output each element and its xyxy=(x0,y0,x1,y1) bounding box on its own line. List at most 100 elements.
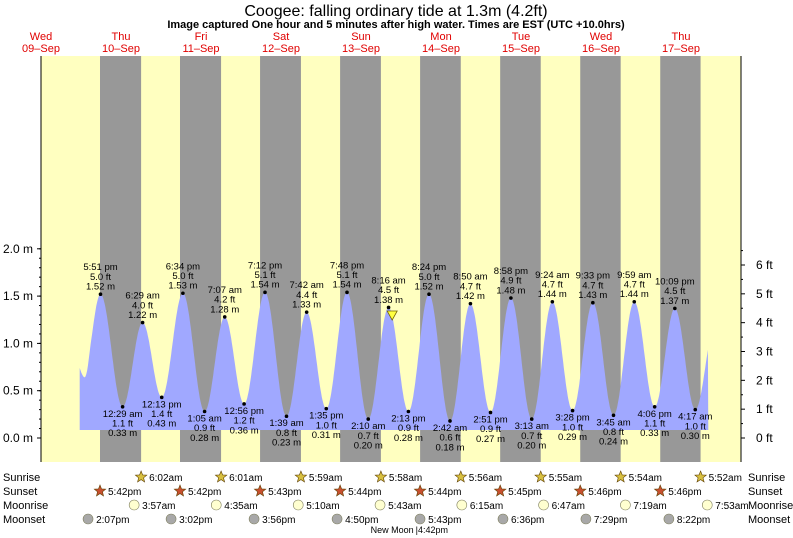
low-tide-label: 0.33 m xyxy=(640,428,669,439)
low-tide-label: 0.7 ft xyxy=(521,431,542,442)
sunset-icon xyxy=(333,484,347,497)
extreme-point xyxy=(159,395,164,400)
high-tide-label: 1.53 m xyxy=(168,281,197,292)
moonset-row-label-right: Moonset xyxy=(748,514,790,526)
axes: 0.0 m 0.5 m 1.0 m 1.5 m 2.0 m 0 ft 1 ft 2 ft 3 f… xyxy=(3,56,773,462)
moonrise-time: 7:19am xyxy=(633,501,666,512)
y-tick-label-ft: 2 ft xyxy=(756,373,773,387)
extreme-point xyxy=(181,291,185,296)
moonrise-row-label-left: Moonrise xyxy=(3,500,48,512)
day-label-date: 14–Sep xyxy=(422,43,460,55)
extreme-point xyxy=(591,300,595,305)
day-label-dow: Fri xyxy=(195,31,208,43)
sunrise-icon xyxy=(214,470,228,483)
moonrise-icon xyxy=(620,499,631,511)
high-tide-label: 1.28 m xyxy=(210,304,239,315)
extreme-point xyxy=(202,409,207,414)
sunrise-time: 5:56am xyxy=(469,473,502,484)
sunset-icon xyxy=(253,484,267,497)
high-tide-label: 4.4 ft xyxy=(296,290,317,301)
sunrise-time: 6:02am xyxy=(149,473,182,484)
high-tide-label: 1.44 m xyxy=(538,289,567,300)
low-tide-label: 0.9 ft xyxy=(194,423,215,434)
high-tide-label: 1.43 m xyxy=(578,290,607,301)
extreme-point xyxy=(140,320,145,325)
y-tick-label-ft: 0 ft xyxy=(756,431,773,445)
extreme-point xyxy=(468,301,473,306)
y-tick-label-m: 2.0 m xyxy=(3,242,33,256)
moonrise-time: 3:57am xyxy=(142,501,175,512)
extreme-point xyxy=(324,406,329,411)
day-label-date: 10–Sep xyxy=(102,43,140,55)
day-label-dow: Wed xyxy=(30,31,52,43)
low-tide-label: 2:42 am xyxy=(433,423,467,434)
low-tide-label: 0.7 ft xyxy=(358,431,379,442)
almanac: Sunrise Sunrise 6:02am 6:01am 5:59am 5:58am 5:… xyxy=(3,470,793,535)
high-tide-label: 4.7 ft xyxy=(460,281,481,292)
sunset-time: 5:46pm xyxy=(588,487,621,498)
low-tide-label: 0.27 m xyxy=(476,434,505,445)
low-tide-label: 0.28 m xyxy=(190,433,219,444)
high-tide-label: 1.44 m xyxy=(620,289,649,300)
low-tide-label: 3:28 pm xyxy=(555,413,589,424)
low-tide-label: 1:35 pm xyxy=(309,411,343,422)
low-tide-label: 1:05 am xyxy=(187,414,221,425)
high-tide-label: 6:29 am xyxy=(125,291,159,302)
moonrise-icon xyxy=(456,499,468,511)
sunrise-icon xyxy=(454,470,468,483)
high-tide-label: 1.52 m xyxy=(414,282,443,293)
moonrise-icon xyxy=(701,499,713,511)
high-tide-label: 4.0 ft xyxy=(132,300,153,311)
low-tide-label: 1.2 ft xyxy=(234,416,255,427)
moonset-icon xyxy=(663,513,675,525)
low-tide-label: 2:10 am xyxy=(351,421,385,432)
sunset-icon xyxy=(413,484,427,497)
tide-extremes: 5:51 pm5.0 ft1.52 m12:29 am1.1 ft0.33 m6… xyxy=(83,260,712,453)
low-tide-label: 3:45 am xyxy=(596,417,630,428)
low-tide-label: 0.20 m xyxy=(354,440,383,451)
sunset-time: 5:44pm xyxy=(428,487,461,498)
high-tide-label: 5.1 ft xyxy=(336,270,357,281)
extreme-point xyxy=(693,407,698,412)
low-tide-label: 1.4 ft xyxy=(151,409,172,420)
low-tide-label: 12:29 am xyxy=(103,409,143,420)
high-tide-label: 4.5 ft xyxy=(378,285,399,296)
moonrise-icon xyxy=(292,499,304,511)
moonset-icon xyxy=(165,513,177,525)
moonset-time: 2:07pm xyxy=(96,515,129,526)
sunset-time: 5:45pm xyxy=(508,487,541,498)
high-tide-label: 9:59 am xyxy=(617,270,651,281)
moonrise-icon xyxy=(128,499,140,511)
sunset-time: 5:43pm xyxy=(268,487,301,498)
low-tide-label: 1.1 ft xyxy=(644,418,665,429)
day-label-dow: Sat xyxy=(273,31,290,43)
high-tide-label: 1.54 m xyxy=(332,280,361,291)
sunrise-time: 5:55am xyxy=(549,473,582,484)
sunset-time: 5:42pm xyxy=(188,487,221,498)
low-tide-label: 0.33 m xyxy=(108,428,137,439)
moonset-time: 7:29pm xyxy=(594,515,627,526)
high-tide-label: 8:16 am xyxy=(371,275,405,286)
low-tide-label: 0.43 m xyxy=(147,419,176,430)
moonset-time: 4:50pm xyxy=(345,515,378,526)
extreme-point xyxy=(242,402,246,406)
moonrise-time: 5:43am xyxy=(388,501,421,512)
low-tide-label: 0.20 m xyxy=(517,440,546,451)
sunrise-row-label-right: Sunrise xyxy=(748,472,785,484)
extreme-point xyxy=(406,409,411,414)
moonrise-time: 7:53am xyxy=(715,501,748,512)
chart-title: Coogee: falling ordinary tide at 1.3m (4… xyxy=(244,3,547,20)
extreme-point xyxy=(263,290,267,295)
y-tick-label-ft: 3 ft xyxy=(756,344,773,358)
low-tide-label: 1.0 ft xyxy=(316,420,337,431)
moonrise-time: 5:10am xyxy=(306,501,339,512)
sunrise-icon xyxy=(294,470,308,483)
high-tide-label: 1.38 m xyxy=(374,295,403,306)
high-tide-label: 5:51 pm xyxy=(83,262,117,273)
day-label-dow: Wed xyxy=(590,31,612,43)
low-tide-label: 0.28 m xyxy=(394,433,423,444)
extreme-point xyxy=(304,310,309,314)
y-tick-label-m: 1.0 m xyxy=(3,336,33,350)
sunrise-time: 5:58am xyxy=(389,473,422,484)
extreme-point xyxy=(448,419,452,423)
